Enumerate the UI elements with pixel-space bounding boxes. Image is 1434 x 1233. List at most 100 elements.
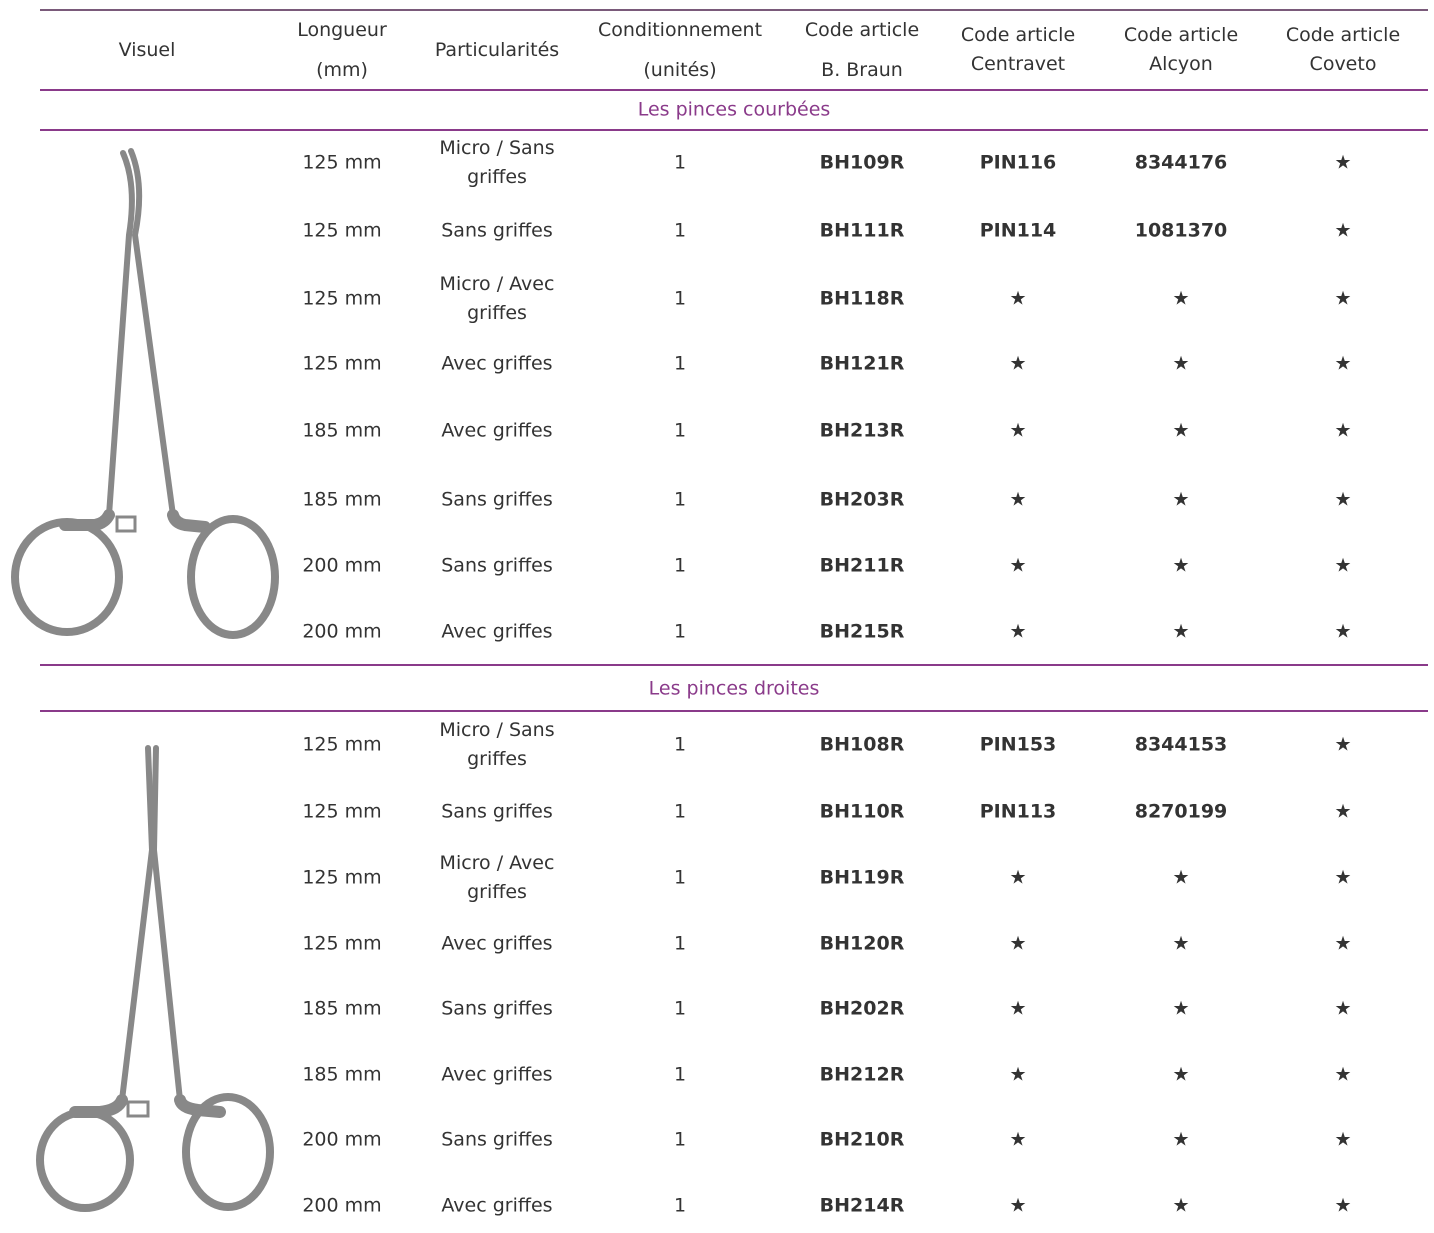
header-text: Longueur (297, 19, 387, 41)
table-cell: Sans griffes (441, 219, 553, 242)
header-cell: Visuel (47, 30, 247, 70)
table-cell: BH211R (819, 554, 905, 577)
table-cell: ★ (1334, 1128, 1352, 1151)
table-cell: 1 (673, 866, 687, 889)
table-cell: BH119R (819, 866, 905, 889)
header-text: B. Braun (821, 59, 903, 81)
header-cell: Particularités (422, 30, 572, 70)
table-cell: 1 (673, 733, 687, 756)
table-cell: ★ (1172, 1194, 1190, 1217)
table-cell: ★ (1334, 620, 1352, 643)
table-cell: Avec griffes (441, 352, 553, 375)
table-cell: ★ (1009, 1128, 1027, 1151)
table-cell: 1 (673, 1194, 687, 1217)
table-cell: BH108R (819, 733, 905, 756)
straight-forceps-image (36, 745, 274, 1212)
table-cell: 125 mm (302, 151, 382, 174)
table-cell: 185 mm (302, 1063, 382, 1086)
table-cell: ★ (1334, 554, 1352, 577)
table-cell: Avec griffes (441, 1194, 553, 1217)
table-cell: ★ (1172, 352, 1190, 375)
section-rule (40, 710, 1428, 712)
table-cell: ★ (1172, 1063, 1190, 1086)
table-cell: ★ (1172, 287, 1190, 310)
header-text: Code article (1123, 24, 1239, 46)
header-text: Centravet (970, 53, 1066, 75)
table-cell: BH214R (819, 1194, 905, 1217)
table-cell: ★ (1009, 932, 1027, 955)
table-cell: BH213R (819, 419, 905, 442)
table-cell: 8270199 (1134, 800, 1228, 823)
table-cell: 1 (673, 620, 687, 643)
header-text: Code article (960, 24, 1076, 46)
header-text: Coveto (1309, 53, 1377, 75)
table-cell: 1 (673, 554, 687, 577)
table-cell: 125 mm (302, 866, 382, 889)
table-cell: 125 mm (302, 352, 382, 375)
table-cell: 8344176 (1134, 151, 1228, 174)
table-cell: ★ (1172, 1128, 1190, 1151)
table-cell: ★ (1334, 488, 1352, 511)
table-cell: ★ (1009, 1063, 1027, 1086)
table-cell: ★ (1334, 932, 1352, 955)
table-cell: BH110R (819, 800, 905, 823)
table-cell: 125 mm (302, 733, 382, 756)
table-cell: ★ (1172, 554, 1190, 577)
table-cell: ★ (1334, 733, 1352, 756)
table-cell: BH118R (819, 287, 905, 310)
table-cell: Avec griffes (441, 1063, 553, 1086)
header-text: Conditionnement (597, 19, 763, 41)
table-cell: 125 mm (302, 800, 382, 823)
table-cell: ★ (1334, 151, 1352, 174)
table-cell: Micro / Avec griffes (439, 273, 555, 324)
table-cell: BH111R (819, 219, 905, 242)
table-cell: ★ (1009, 997, 1027, 1020)
header-text: Particularités (434, 39, 560, 61)
table-cell: 185 mm (302, 419, 382, 442)
header-rule (40, 89, 1428, 91)
table-cell: 200 mm (302, 554, 382, 577)
table-cell: PIN114 (979, 219, 1057, 242)
header-cell: Code article Alcyon (1101, 21, 1261, 79)
table-cell: ★ (1009, 620, 1027, 643)
header-text: Code article (1285, 24, 1401, 46)
table-cell: 1081370 (1134, 219, 1228, 242)
table-cell: 1 (673, 1063, 687, 1086)
table-cell: 1 (673, 932, 687, 955)
header-cell: Code article Coveto (1263, 21, 1423, 79)
table-cell: 1 (673, 800, 687, 823)
table-cell: PIN113 (979, 800, 1057, 823)
table-cell: Sans griffes (441, 488, 553, 511)
curved-forceps-image (11, 148, 279, 639)
table-cell: BH120R (819, 932, 905, 955)
table-cell: 200 mm (302, 1194, 382, 1217)
table-cell: ★ (1334, 1194, 1352, 1217)
table-cell: 1 (673, 151, 687, 174)
top-rule (40, 9, 1428, 11)
table-cell: ★ (1009, 866, 1027, 889)
table-cell: ★ (1172, 620, 1190, 643)
table-cell: ★ (1334, 800, 1352, 823)
table-cell: ★ (1334, 866, 1352, 889)
table-cell: ★ (1172, 932, 1190, 955)
table-cell: 1 (673, 219, 687, 242)
table-cell: 125 mm (302, 932, 382, 955)
table-cell: 1 (673, 997, 687, 1020)
table-cell: Avec griffes (441, 620, 553, 643)
table-cell: 1 (673, 352, 687, 375)
header-text: (mm) (316, 59, 368, 81)
table-cell: ★ (1009, 488, 1027, 511)
table-cell: PIN116 (979, 151, 1057, 174)
table-cell: BH109R (819, 151, 905, 174)
header-text: Code article (804, 19, 920, 41)
header-text: Alcyon (1149, 53, 1213, 75)
table-cell: Avec griffes (441, 932, 553, 955)
table-cell: ★ (1334, 219, 1352, 242)
header-cell: Longueur (mm) (267, 10, 417, 90)
table-cell: Micro / Avec griffes (439, 852, 555, 903)
header-cell: Code article B. Braun (782, 10, 942, 90)
table-cell: ★ (1334, 419, 1352, 442)
table-cell: Sans griffes (441, 1128, 553, 1151)
section-rule (40, 129, 1428, 131)
